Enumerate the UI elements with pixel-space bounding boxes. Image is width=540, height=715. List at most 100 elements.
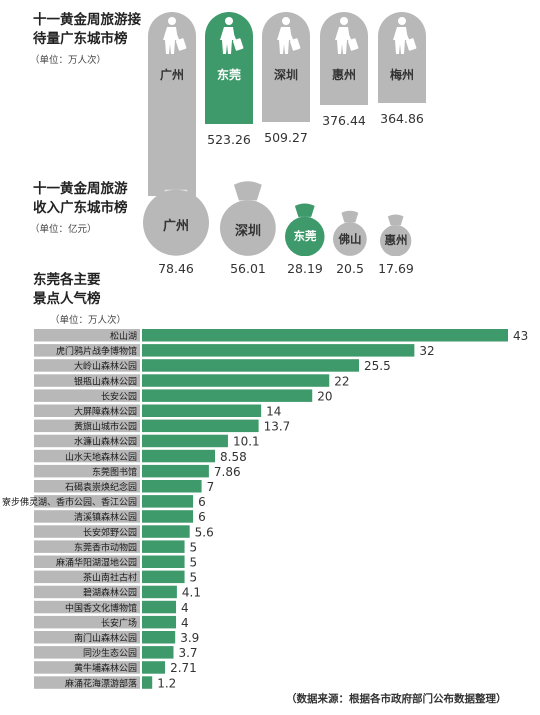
attraction-value: 5: [190, 556, 198, 570]
attraction-label-bg: [34, 540, 140, 553]
value-label: 78.46: [158, 261, 194, 276]
attraction-label: 清溪镇森林公园: [74, 511, 137, 523]
money-bag-icon: [380, 214, 412, 256]
attraction-label-bg: [34, 555, 140, 568]
attraction-label-bg: [34, 344, 140, 357]
attraction-label: 麻涌花海漂游部落: [65, 677, 137, 689]
attraction-label: 虎门鸦片战争博物馆: [56, 345, 137, 357]
value-label: 17.69: [378, 261, 414, 276]
attraction-value: 43: [513, 329, 528, 343]
attraction-label-bg: [34, 631, 140, 644]
attraction-label-bg: [34, 464, 140, 478]
section3-title-line2: 景点人气榜: [33, 291, 101, 307]
attraction-bar: [142, 389, 313, 402]
attraction-value: 10.1: [233, 435, 260, 449]
attraction-label-bg: [34, 676, 140, 689]
attraction-bar: [142, 329, 508, 342]
attraction-label-bg: [34, 661, 140, 674]
attraction-value: 4: [181, 616, 189, 630]
section2-unit: （单位：亿元）: [30, 224, 97, 235]
attraction-bar: [142, 495, 194, 508]
traveler-with-suitcase-icon: [335, 17, 359, 54]
attraction-label: 茶山南社古村: [83, 572, 137, 584]
money-bag-icon: [285, 203, 325, 256]
attraction-label-bg: [34, 419, 140, 433]
attraction-label: 长安郊野公园: [83, 526, 137, 538]
attraction-label: 大屏障森林公园: [74, 406, 137, 418]
attraction-label-bg: [34, 449, 140, 463]
section1-title-line2: 待量广东城市榜: [33, 31, 128, 47]
city-label: 梅州: [389, 68, 414, 82]
section3-unit: （单位：万人次）: [50, 315, 127, 326]
attraction-label-bg: [34, 510, 140, 523]
attraction-label: 石碣袁崇焕纪念园: [65, 481, 137, 493]
attraction-label: 长安公园: [101, 390, 137, 402]
attraction-label: 碧湖森林公园: [83, 587, 137, 599]
attraction-bar: [142, 555, 185, 568]
value-label: 28.19: [287, 261, 323, 276]
attraction-bar: [142, 374, 330, 387]
attraction-bar: [142, 480, 202, 493]
city-label: 佛山: [338, 232, 362, 247]
attraction-bar: [142, 525, 190, 538]
attraction-value: 3.7: [178, 646, 197, 660]
attraction-bar: [142, 404, 262, 417]
section2-title-line2: 收入广东城市榜: [33, 200, 128, 216]
attraction-label-bg: [34, 646, 140, 659]
attraction-label: 东莞香市动物园: [74, 541, 137, 553]
section1-title-line1: 十一黄金周旅游接: [33, 12, 141, 28]
traveler-with-suitcase-icon: [220, 17, 244, 54]
attraction-bar: [142, 646, 174, 659]
attraction-label-bg: [34, 434, 140, 448]
attraction-label-bg: [34, 600, 140, 614]
value-label: 376.44: [322, 112, 366, 128]
attraction-bar: [142, 600, 177, 614]
city-label: 惠州: [384, 233, 408, 248]
attraction-label-bg: [34, 359, 140, 372]
section1-unit: （单位：万人次）: [30, 55, 107, 66]
attraction-bar: [142, 464, 209, 478]
attraction-value: 5: [190, 540, 198, 554]
city-label: 广州: [162, 219, 189, 234]
attraction-value: 14: [266, 405, 281, 419]
data-source-note: （数据来源：根据各市政府部门公布数据整理）: [286, 693, 507, 705]
city-label: 深圳: [273, 68, 298, 82]
city-label: 深圳: [234, 224, 261, 240]
attraction-label: 寮步佛灵湖、香市公园、香江公园: [2, 496, 137, 508]
attraction-value: 7.86: [214, 465, 241, 479]
city-label: 广州: [159, 68, 184, 82]
attraction-value: 1.2: [157, 676, 176, 690]
section2-title-line1: 十一黄金周旅游: [33, 181, 128, 197]
attraction-bar: [142, 540, 185, 553]
attraction-value: 22: [334, 374, 349, 388]
attraction-bar: [142, 676, 153, 689]
attraction-bar: [142, 434, 228, 448]
traveler-with-suitcase-icon: [277, 17, 301, 54]
money-bag-icon: [333, 210, 367, 256]
attraction-label: 黄牛埔森林公园: [74, 662, 137, 674]
attraction-value: 5: [190, 571, 198, 585]
attraction-value: 4: [181, 601, 189, 615]
money-bag-icon: [143, 167, 209, 256]
city-label: 东莞: [293, 229, 317, 244]
attraction-bar: [142, 344, 415, 357]
attraction-label: 麻涌华阳湖湿地公园: [56, 557, 137, 569]
attraction-label-bg: [34, 480, 140, 493]
attraction-label-bg: [34, 570, 140, 584]
value-label: 509.27: [264, 130, 308, 145]
attraction-value: 6: [198, 510, 206, 524]
value-label: 523.26: [207, 131, 251, 147]
attraction-bar: [142, 570, 185, 584]
attraction-label-bg: [34, 585, 140, 599]
attraction-value: 25.5: [364, 359, 391, 373]
attraction-label-bg: [34, 495, 140, 508]
attraction-value: 5.6: [195, 525, 214, 539]
attraction-value: 4.1: [182, 586, 201, 600]
city-label: 惠州: [331, 68, 356, 82]
traveler-with-suitcase-icon: [393, 17, 417, 54]
value-label: 364.86: [380, 111, 424, 126]
attraction-value: 13.7: [264, 420, 291, 434]
attraction-bar: [142, 661, 166, 674]
attraction-label-bg: [34, 525, 140, 538]
